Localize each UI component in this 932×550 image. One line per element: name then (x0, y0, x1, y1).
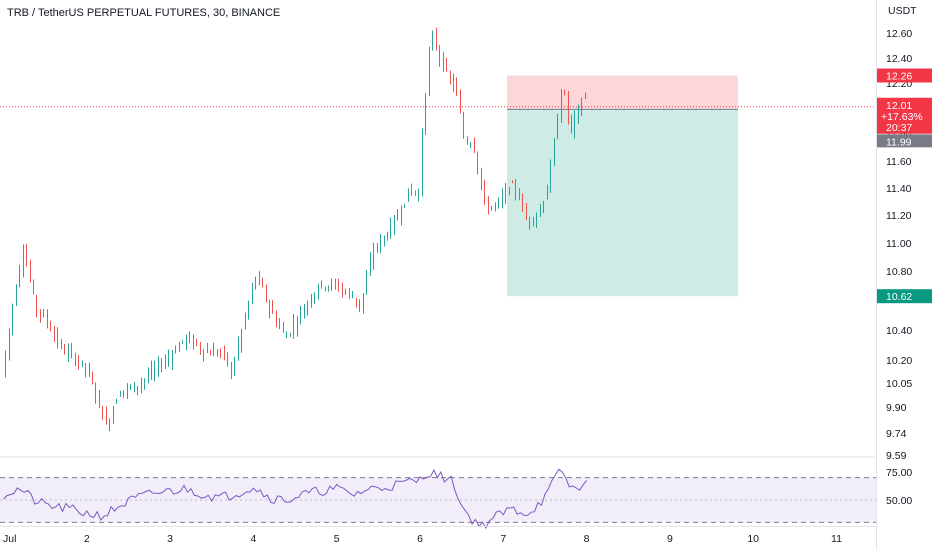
price-tick-label: 12.40 (886, 53, 912, 65)
price-tick-label: 10.40 (886, 325, 912, 337)
price-tick-label: 12.60 (886, 28, 912, 40)
price-tick-label: 9.90 (886, 402, 907, 414)
current-price-tag-bg (877, 97, 932, 134)
entry-price-tag-bg (877, 134, 932, 148)
time-tick-label: 9 (667, 533, 673, 545)
target-price-tag-bg (877, 289, 932, 304)
position-layer (507, 75, 738, 297)
take-profit-zone (507, 109, 738, 297)
time-tick-label: 8 (584, 533, 590, 545)
stop-loss-zone (507, 75, 738, 110)
time-tick-label: Jul (3, 533, 16, 545)
price-tick-label: 9.59 (886, 450, 907, 462)
time-tick-label: 3 (167, 533, 173, 545)
rsi-tick-label: 75.00 (886, 467, 912, 479)
time-tick-label: 5 (334, 533, 340, 545)
price-tick-label: 11.00 (886, 238, 912, 250)
candles-layer (5, 27, 586, 432)
time-tick-label: 6 (417, 533, 423, 545)
stop-price-tag: 12.26 (886, 71, 912, 83)
entry-price-tag: 11.99 (886, 136, 912, 148)
price-tick-label: 10.05 (886, 378, 912, 390)
current-price-tag: 12.01 (886, 100, 912, 112)
rsi-tick-label: 50.00 (886, 495, 912, 507)
time-tick-label: 7 (500, 533, 506, 545)
currency-label: USDT (888, 5, 917, 17)
price-tick-label: 11.60 (886, 156, 912, 168)
target-price-tag: 10.62 (886, 291, 912, 303)
price-tick-label: 10.20 (886, 355, 912, 367)
countdown-tag: 20:37 (886, 122, 912, 134)
change-percent-tag: +17.63% (881, 111, 923, 123)
time-tick-label: 4 (250, 533, 256, 545)
price-tick-label: 11.40 (886, 183, 912, 195)
price-tick-label: 10.80 (886, 266, 912, 278)
stop-price-tag-bg (877, 68, 932, 83)
time-tick-label: 2 (84, 533, 90, 545)
price-tick-label: 11.20 (886, 210, 912, 222)
rsi-pane (0, 468, 876, 530)
rsi-line (3, 468, 587, 530)
price-tick-label: 9.74 (886, 428, 907, 440)
time-tick-label: 11 (831, 533, 842, 545)
time-tick-label: 10 (747, 533, 759, 545)
chart-title: TRB / TetherUS PERPETUAL FUTURES, 30, BI… (7, 7, 281, 19)
